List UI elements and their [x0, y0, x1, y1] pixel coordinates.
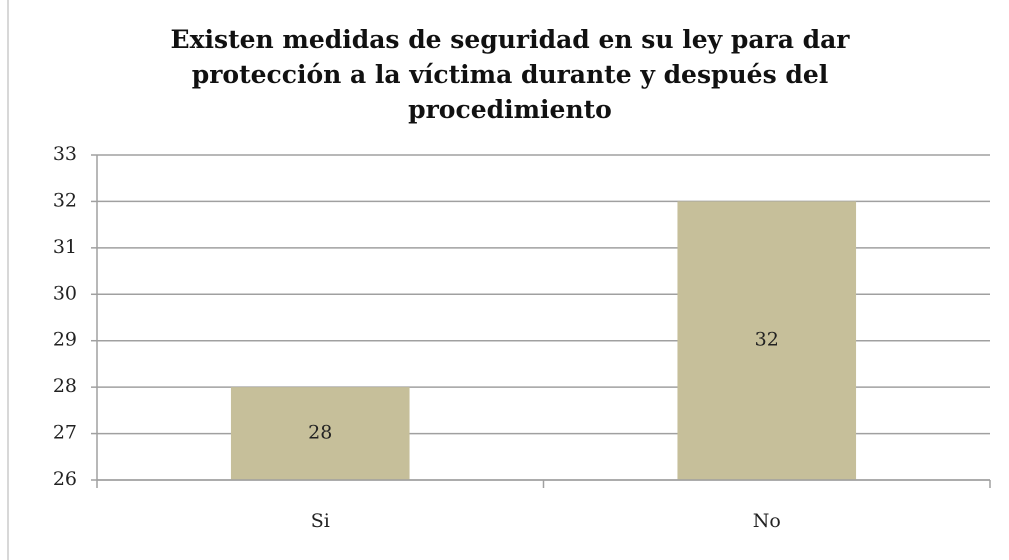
y-tick-label: 27 — [53, 422, 77, 444]
bar — [230, 387, 410, 480]
y-tick-label: 28 — [53, 375, 77, 397]
y-tick-label: 32 — [53, 189, 77, 211]
data-label: 28 — [308, 422, 332, 444]
y-tick-label: 29 — [53, 329, 77, 351]
y-tick-label: 31 — [53, 236, 77, 258]
y-tick-label: 30 — [53, 282, 77, 304]
bar — [677, 201, 857, 480]
chart-title: Existen medidas de seguridad en su ley p… — [170, 25, 850, 124]
x-tick-label: Si — [311, 510, 330, 532]
data-label: 32 — [755, 329, 779, 351]
y-tick-label: 26 — [53, 468, 77, 490]
y-tick-label: 33 — [53, 143, 77, 165]
x-tick-label: No — [753, 510, 781, 532]
